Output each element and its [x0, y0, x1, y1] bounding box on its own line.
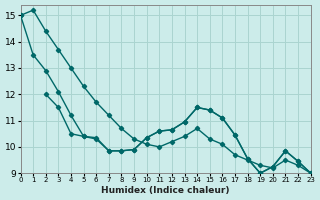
X-axis label: Humidex (Indice chaleur): Humidex (Indice chaleur)	[101, 186, 230, 195]
